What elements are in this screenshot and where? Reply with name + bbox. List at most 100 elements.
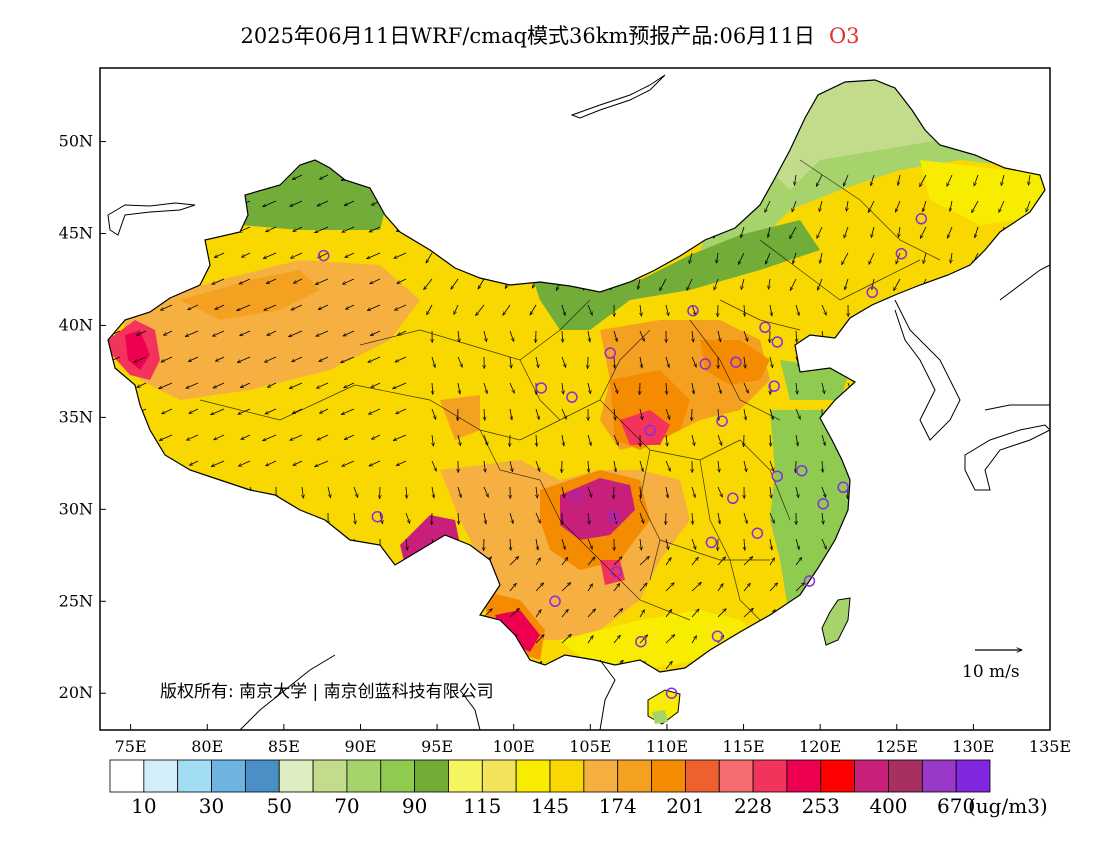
legend-unit: (ug/m3)	[968, 794, 1048, 818]
wind-arrow	[186, 434, 199, 441]
legend-label: 253	[802, 794, 840, 818]
wind-arrow	[483, 609, 492, 618]
wind-arrow	[186, 382, 199, 389]
wind-arrow	[817, 278, 823, 290]
wind-arrow	[562, 382, 563, 394]
wind-arrow	[397, 278, 407, 284]
legend-label: 30	[199, 794, 224, 818]
wind-arrow	[342, 278, 355, 285]
legend-swatch	[380, 759, 416, 793]
wind-arrow	[160, 304, 173, 311]
wind-arrow	[764, 200, 771, 212]
legend-label: 50	[267, 794, 292, 818]
y-tick-label: 50N	[59, 132, 93, 151]
wind-arrow	[868, 252, 875, 264]
wind-arrow	[266, 278, 277, 285]
wind-arrow	[394, 304, 407, 311]
wind-arrow	[639, 635, 648, 644]
wind-arrow	[587, 434, 591, 446]
wind-arrow	[426, 304, 433, 315]
wind-arrow	[792, 200, 797, 212]
wind-arrow	[717, 486, 723, 497]
x-tick-label: 100E	[493, 737, 535, 756]
wind-arrow	[371, 382, 381, 388]
wind-arrow	[341, 356, 355, 364]
wind-arrow	[266, 226, 277, 233]
wind-arrow	[161, 356, 173, 363]
legend-label: 228	[734, 794, 772, 818]
wind-arrow	[561, 582, 571, 592]
wind-arrow	[264, 304, 277, 311]
wind-arrow	[535, 512, 541, 523]
wind-arrow	[841, 252, 849, 265]
wind-arrow	[744, 538, 745, 550]
wind-arrow	[405, 512, 410, 523]
wind-arrow	[369, 226, 381, 233]
wind-arrow	[370, 278, 381, 285]
wind-arrow	[789, 226, 797, 239]
wind-arrow	[371, 434, 381, 440]
wind-arrow	[432, 434, 433, 446]
station-marker	[771, 336, 784, 348]
station-marker	[803, 575, 816, 587]
wind-arrow	[717, 434, 722, 445]
x-tick-label: 85E	[268, 737, 300, 756]
x-tick-label: 110E	[646, 737, 688, 756]
wind-arrow	[509, 556, 519, 566]
wind-arrow	[737, 252, 745, 265]
wind-arrow	[659, 278, 667, 291]
wind-arrow	[561, 609, 568, 618]
wind-arrow	[188, 304, 199, 311]
legend-swatch	[718, 759, 754, 793]
wind-arrow	[717, 557, 726, 566]
wind-arrow	[344, 382, 355, 389]
station-marker	[759, 321, 771, 334]
legend-swatch	[888, 759, 923, 793]
wind-arrow	[483, 330, 487, 342]
wind-arrow	[319, 174, 329, 180]
wind-arrow	[536, 434, 537, 446]
wind-arrow	[406, 538, 407, 550]
wind-arrow	[845, 278, 849, 290]
wind-arrow	[240, 330, 251, 337]
station-marker	[699, 358, 711, 370]
legend-label: 115	[463, 794, 501, 818]
wind-scale: 10 m/s	[962, 650, 1022, 682]
x-tick-label: 115E	[722, 737, 764, 756]
wind-arrow	[691, 609, 699, 618]
wind-arrow	[318, 304, 329, 311]
province-borders	[199, 159, 941, 621]
station-marker	[817, 498, 829, 510]
wind-arrow	[665, 609, 672, 618]
wind-arrow	[137, 382, 147, 388]
legend-label: 90	[402, 794, 427, 818]
wind-arrow	[458, 512, 459, 524]
wind-arrow	[393, 382, 407, 390]
wind-arrow	[769, 460, 774, 471]
wind-arrow	[743, 382, 749, 393]
wind-arrow	[509, 382, 515, 393]
y-tick-label: 35N	[59, 407, 93, 426]
wind-arrow	[744, 356, 745, 368]
wind-arrow	[768, 278, 770, 289]
legend-swatch	[143, 759, 179, 793]
wind-arrow	[238, 408, 251, 415]
wind-arrow	[451, 278, 459, 289]
station-marker	[837, 481, 849, 494]
station-marker	[566, 391, 578, 403]
wind-arrow	[1001, 174, 1005, 186]
wind-arrow	[793, 252, 797, 264]
wind-arrow	[796, 330, 797, 342]
wind-arrow	[665, 356, 669, 368]
wind-arrow	[424, 278, 433, 290]
station-marker	[644, 424, 656, 437]
wind-arrow	[316, 330, 329, 337]
wind-arrow	[396, 460, 407, 467]
wind-arrow	[188, 356, 199, 363]
station-marker	[751, 527, 764, 539]
wind-arrow	[666, 382, 667, 394]
station-marker	[549, 595, 561, 608]
wind-arrow	[765, 252, 771, 264]
wind-arrow	[718, 512, 720, 524]
wind-arrow	[238, 226, 251, 233]
